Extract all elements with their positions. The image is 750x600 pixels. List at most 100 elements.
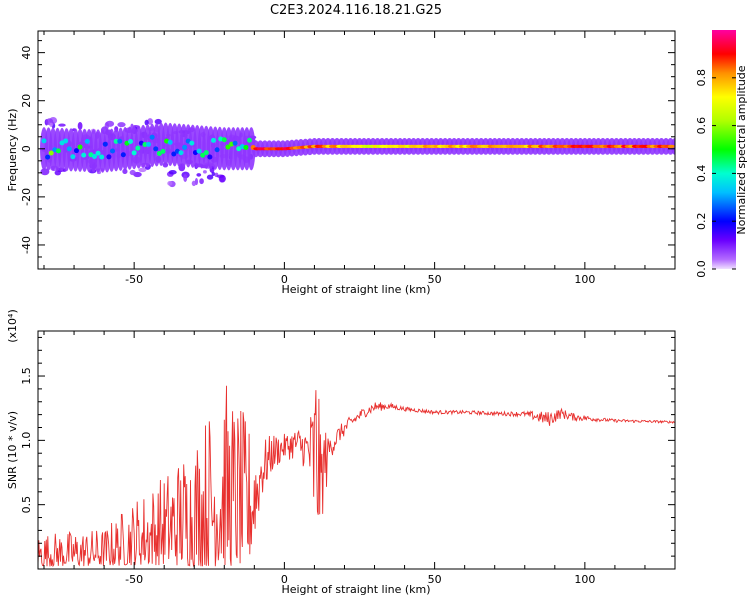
spectrogram-x-tick-label: -50 (125, 273, 143, 286)
spectrogram-x-axis-title: Height of straight line (km) (281, 283, 430, 296)
spectrogram-ridge-cell (167, 139, 173, 145)
spectrogram-ridge-cell (95, 150, 101, 156)
snr-x-tick-label: 100 (574, 573, 595, 586)
spectrogram-speckle (117, 122, 126, 128)
spectrogram-ridge-cell (77, 144, 83, 150)
snr-x-tick-label: -50 (125, 573, 143, 586)
colorbar-tick-label: 0.0 (695, 260, 708, 278)
spectrogram-y-ticks: -40 -20 0 20 40 (20, 40, 675, 270)
colorbar-tick-label: 0.2 (695, 212, 708, 230)
spectrogram-ridge-cell (70, 154, 76, 160)
spectrogram-speckle (138, 167, 147, 173)
spectrogram-ridge-cell (196, 148, 202, 154)
spectrogram-speckle (40, 168, 50, 176)
spectrogram-panel: -50 0 50 100 -40 -20 0 20 40 Height of straight… (6, 30, 676, 296)
colorbar-ticks: 0.0 0.2 0.4 0.6 0.8 (695, 69, 736, 278)
snr-x-axis-title: Height of straight line (km) (281, 583, 430, 596)
spectrogram-ridge-cell (48, 150, 54, 156)
spectrogram-speckle (167, 181, 173, 186)
spectrogram-ridge-cell (106, 154, 112, 160)
spectrogram-speckle (154, 118, 162, 125)
spectrogram-ridge-cell (232, 140, 238, 146)
spectrogram-ridge-cell (113, 138, 119, 144)
spectrogram-x-ticks: -50 0 50 100 (43, 31, 676, 286)
spectrogram-ridge-cell (41, 138, 47, 144)
colorbar-label: Normalized spectral amplitude (735, 65, 748, 234)
spectrogram-frame (37, 30, 676, 270)
spectrogram-speckle (196, 173, 202, 177)
spectrogram-ridge-cell (81, 152, 87, 158)
spectrogram-x-tick-label: 0 (281, 273, 288, 286)
spectrogram-marks (40, 116, 675, 188)
spectrogram-speckle (168, 170, 177, 175)
spectrogram-ridge-cell (160, 148, 166, 154)
spectrogram-ridge-cell (117, 138, 123, 144)
spectrogram-speckle (104, 121, 109, 130)
spectrogram-ridge-cell (146, 141, 152, 147)
spectrogram-ridge-cell (153, 146, 159, 152)
spectrogram-ridge-cell (102, 141, 108, 147)
colorbar: 0.0 0.2 0.4 0.6 0.8 Normalized spectral ampl… (695, 30, 748, 278)
spectrogram-speckle (54, 170, 61, 176)
spectrogram-speckle (77, 121, 83, 130)
snr-y-axis-title: SNR (10 * v/v) (6, 411, 19, 489)
spectrogram-ridge-cell (91, 153, 97, 159)
spectrogram-ridge-cell (207, 154, 213, 160)
spectrogram-ridge-cell (99, 154, 105, 160)
spectrogram-y-tick-label: -20 (20, 188, 33, 206)
spectrogram-speckle (211, 171, 215, 177)
spectrogram-ridge-cell (45, 154, 51, 160)
spectrogram-x-tick-label: 100 (574, 273, 595, 286)
spectrogram-ridge-cell (182, 144, 188, 150)
spectrogram-y-tick-label: 40 (20, 46, 33, 60)
spectrogram-speckle (199, 178, 204, 185)
spectrogram-ridge-cell (142, 142, 148, 148)
colorbar-tick-label: 0.6 (695, 117, 708, 135)
snr-x-ticks: -50 0 50 100 (43, 331, 676, 586)
spectrogram-ridge-cell (110, 148, 116, 154)
spectrogram-speckle (129, 169, 136, 176)
snr-frame (37, 330, 676, 570)
spectrogram-ridge-cell (120, 152, 126, 158)
spectrogram-ridge-cell (203, 150, 209, 156)
spectrogram-ridge-cell (214, 147, 220, 153)
spectrogram-ridge-cell (128, 138, 134, 144)
snr-y-tick-label: 1.5 (20, 367, 33, 385)
chart-title: C2E3.2024.116.18.21.G25 (270, 3, 442, 18)
snr-marks (38, 385, 675, 568)
spectrogram-speckle (191, 180, 197, 187)
spectrogram-ridge-cell (131, 150, 137, 156)
spectrogram-y-tick-label: 20 (20, 94, 33, 108)
spectrogram-ridge-cell (225, 144, 231, 150)
spectrogram-ridge-cell (247, 137, 253, 143)
snr-x-tick-label: 50 (428, 573, 442, 586)
spectrogram-ridge-cell (221, 137, 227, 143)
spectrogram-y-tick-label: -40 (20, 236, 33, 254)
spectrogram-ridge-cell (171, 151, 177, 157)
spectrogram-ridge-cell (200, 152, 206, 158)
spectrogram-ridge-cell (66, 146, 72, 152)
spectrogram-speckle (183, 173, 188, 182)
colorbar-tick-label: 0.4 (695, 165, 708, 183)
spectrogram-ridge-cell (84, 138, 90, 144)
spectrogram-ridge-cell (210, 137, 216, 143)
spectrogram-speckle (206, 174, 214, 180)
colorbar-gradient (712, 30, 736, 269)
spectrogram-ridge-cell (135, 145, 141, 151)
snr-scale-label: (x10⁴) (6, 309, 19, 343)
spectrogram-ridge-cell (149, 134, 155, 140)
spectrogram-speckle (144, 119, 149, 126)
spectrogram-speckle (202, 170, 207, 174)
spectrogram-ridge-cell (73, 148, 79, 154)
snr-y-ticks: 0.5 1.0 1.5 (20, 336, 675, 570)
snr-series-line (38, 385, 675, 568)
colorbar-tick-label: 0.8 (695, 69, 708, 87)
spectrogram-speckle (122, 168, 128, 175)
spectrogram-x-tick-label: 50 (428, 273, 442, 286)
snr-y-tick-label: 1.0 (20, 432, 33, 450)
snr-x-tick-label: 0 (281, 573, 288, 586)
spectrogram-speckle (58, 123, 66, 127)
spectrogram-ridge-cell (178, 150, 184, 156)
snr-y-tick-label: 0.5 (20, 496, 33, 513)
